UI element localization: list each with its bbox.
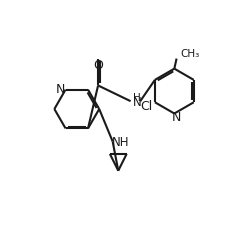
Text: NH: NH (112, 136, 129, 149)
Text: Cl: Cl (140, 100, 152, 113)
Text: O: O (93, 59, 103, 72)
Text: N: N (172, 111, 181, 124)
Text: N: N (56, 83, 65, 96)
Text: CH₃: CH₃ (180, 49, 199, 59)
Text: N: N (133, 96, 142, 109)
Text: H: H (134, 93, 141, 103)
